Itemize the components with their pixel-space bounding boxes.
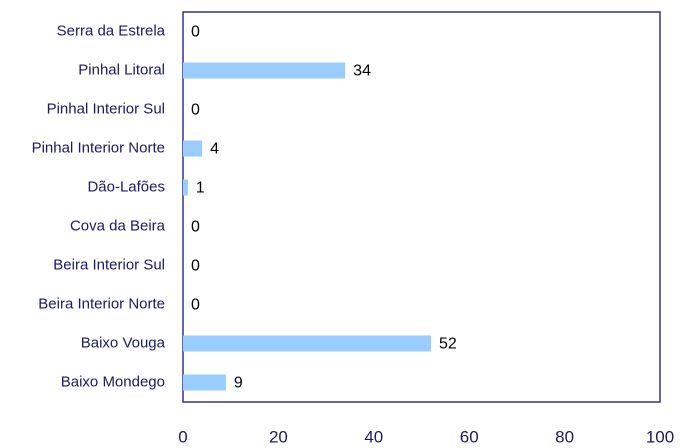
value-label: 34: [353, 63, 371, 80]
bar: [183, 140, 203, 157]
y-tick-label: Serra da Estrela: [57, 22, 166, 39]
bar: [183, 62, 346, 79]
value-label: 4: [210, 141, 219, 158]
x-tick-label: 60: [460, 427, 479, 446]
value-label: 0: [191, 258, 200, 275]
value-label: 0: [191, 297, 200, 314]
x-tick-label: 40: [364, 427, 383, 446]
y-tick-label: Pinhal Interior Norte: [32, 139, 165, 156]
plot-area: [182, 11, 661, 403]
value-label: 0: [191, 102, 200, 119]
y-tick-label: Cova da Beira: [70, 217, 166, 234]
bar: [183, 374, 226, 391]
x-tick-label: 0: [178, 427, 187, 446]
value-label: 0: [191, 24, 200, 41]
x-tick-label: 100: [646, 427, 674, 446]
value-label: 1: [196, 180, 205, 197]
y-tick-label: Pinhal Litoral: [78, 61, 165, 78]
bar: [183, 335, 432, 352]
y-tick-label: Beira Interior Sul: [53, 256, 165, 273]
y-tick-label: Dão-Lafões: [87, 178, 165, 195]
x-tick-label: 80: [555, 427, 574, 446]
y-tick-label: Beira Interior Norte: [38, 295, 165, 312]
value-label: 52: [439, 336, 457, 353]
value-label: 0: [191, 219, 200, 236]
value-label: 9: [234, 375, 243, 392]
bar: [183, 179, 188, 196]
y-tick-label: Baixo Vouga: [81, 334, 166, 351]
y-tick-label: Pinhal Interior Sul: [47, 100, 165, 117]
x-tick-label: 20: [269, 427, 288, 446]
y-tick-label: Baixo Mondego: [61, 373, 165, 390]
